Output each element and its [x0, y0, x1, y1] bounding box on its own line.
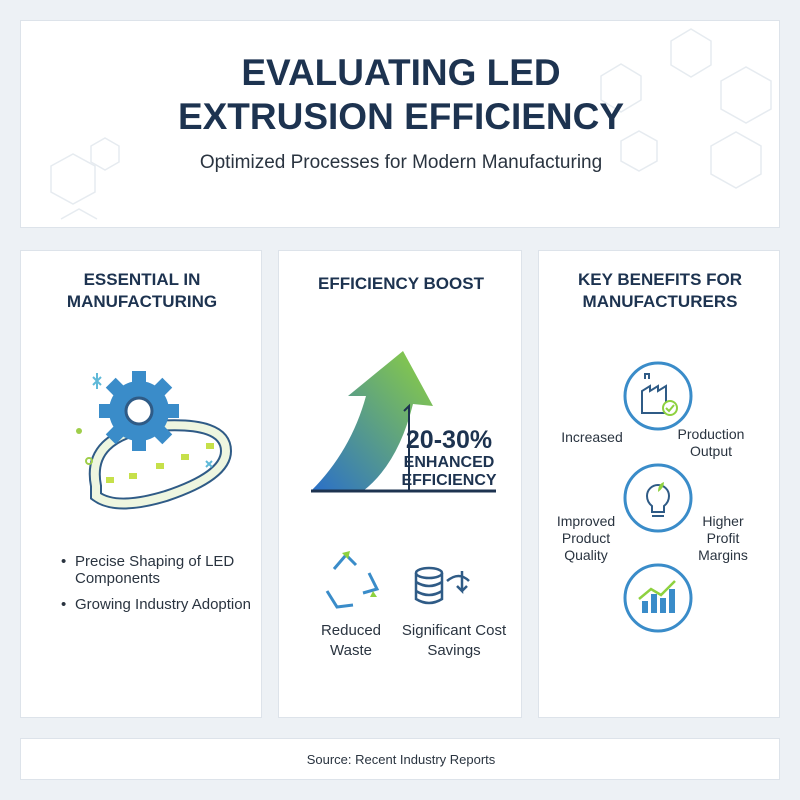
hex-pattern	[50, 28, 772, 220]
panel: EFFICIENCY BOOST 20-30% ENHANCED EFFICIE…	[278, 250, 522, 718]
arrow-icon	[311, 351, 496, 493]
panel-title: ESSENTIAL IN MANUFACTURING	[66, 270, 218, 311]
item-label: Reduced Waste	[320, 622, 382, 659]
subtitle: Optimized Processes for Modern Manufactu…	[199, 152, 603, 173]
item-icons	[325, 551, 470, 609]
panel: ESSENTIAL IN MANUFACTURING • Precise Shap…	[20, 250, 262, 718]
benefit-label: Higher Profit Margins	[698, 513, 748, 563]
bullet: • Growing Industry Adoption	[61, 596, 261, 613]
stat-label: ENHANCED EFFICIENCY	[401, 454, 497, 489]
panel-title: EFFICIENCY BOOST	[318, 274, 484, 293]
stat: 20-30%	[405, 426, 493, 454]
gear-strip-icon	[76, 371, 233, 510]
benefit-icons	[623, 361, 693, 633]
panel: KEY BENEFITS FOR MANUFACTURERS Increased…	[538, 250, 780, 718]
bullet: • Precise Shaping of LED Components	[61, 553, 241, 587]
benefit-label: Increased	[561, 429, 623, 445]
benefit-label: Production Output	[677, 426, 745, 459]
title-line: EXTRUSION EFFICIENCY	[177, 96, 625, 137]
benefit-label: Improved Product Quality	[556, 513, 616, 563]
item-label: Significant Cost Savings	[401, 622, 507, 659]
bullet-text: Precise Shaping of LED Components	[75, 553, 235, 587]
title: EVALUATING LED EXTRUSION EFFICIENCY	[21, 51, 781, 139]
footer: Source: Recent Industry Reports	[20, 738, 780, 780]
title-line: EVALUATING LED	[241, 52, 561, 93]
panel-title: KEY BENEFITS FOR MANUFACTURERS	[577, 270, 743, 311]
header-card: EVALUATING LED EXTRUSION EFFICIENCY Opti…	[20, 20, 780, 228]
bullet-text: Growing Industry Adoption	[75, 596, 251, 613]
source: Source: Recent Industry Reports	[306, 752, 496, 767]
